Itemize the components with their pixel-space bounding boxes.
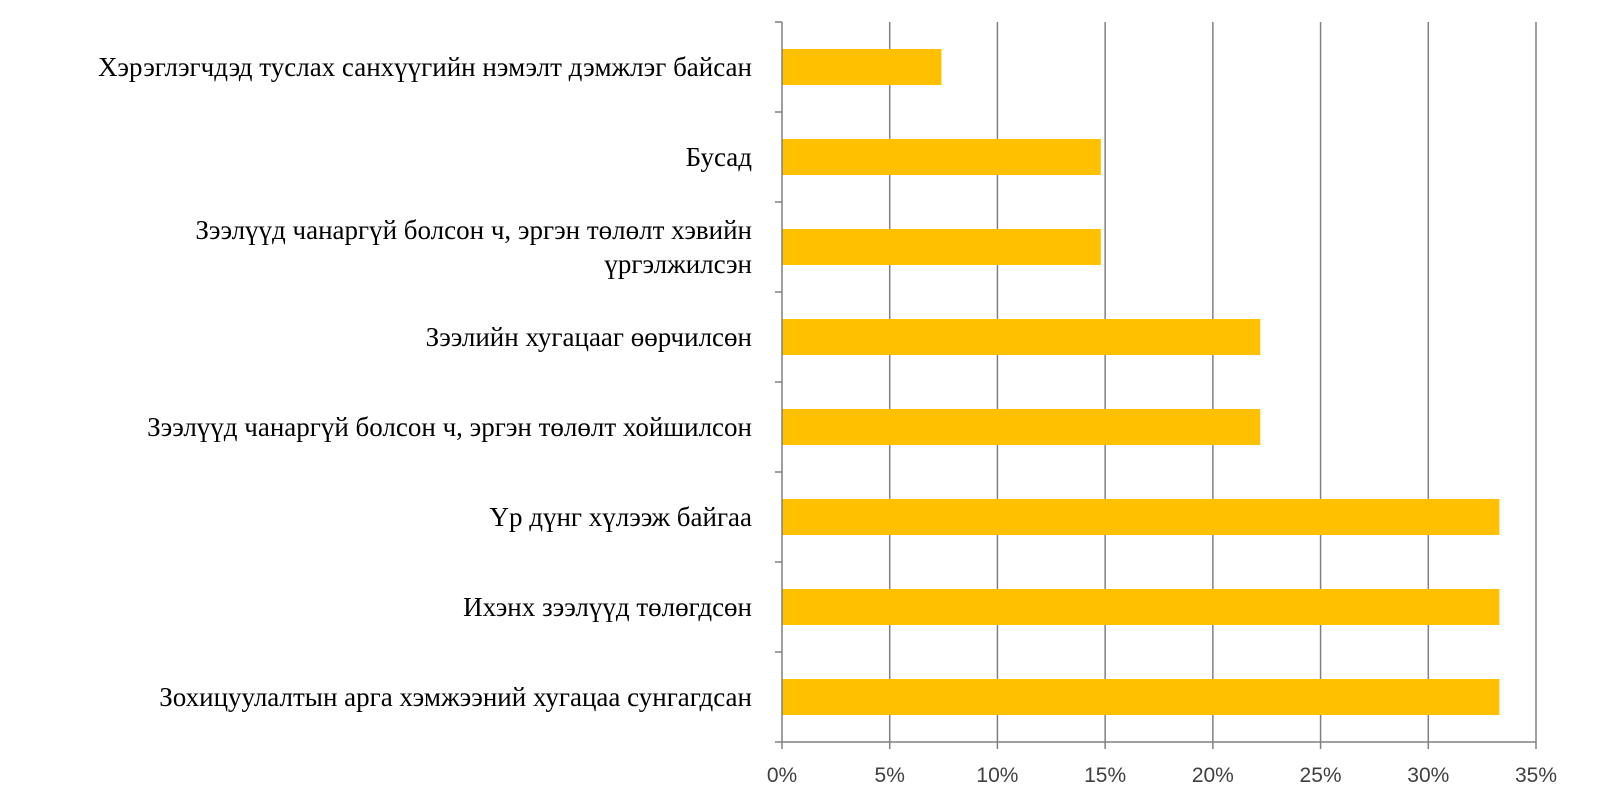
x-tick-label: 15% [1084, 764, 1126, 787]
category-label-line: Хэрэглэгчдэд туслах санхүүгийн нэмэлт дэ… [98, 52, 752, 82]
x-tick-label: 35% [1515, 764, 1557, 787]
x-tick-label: 5% [875, 764, 905, 787]
category-label-4: Зээлийн хугацааг өөрчилсөн [426, 322, 752, 352]
category-label-2: Бусад [686, 142, 753, 172]
x-tick-label: 30% [1407, 764, 1449, 787]
x-tick-label: 10% [976, 764, 1018, 787]
category-label-line: Бусад [686, 142, 753, 172]
x-tick-label: 25% [1300, 764, 1342, 787]
bar-2 [782, 139, 1101, 175]
bars [782, 49, 1500, 715]
bar-3 [782, 229, 1101, 265]
category-label-line: Үр дүнг хүлээж байгаа [489, 502, 752, 532]
category-label-1: Хэрэглэгчдэд туслах санхүүгийн нэмэлт дэ… [98, 52, 752, 82]
category-label-line: Зээлүүд чанаргүй болсон ч, эргэн төлөлт … [147, 412, 752, 442]
category-label-line: Зохицуулалтын арга хэмжээний хугацаа сун… [159, 682, 752, 712]
category-label-7: Ихэнх зээлүүд төлөгдсөн [463, 592, 752, 622]
bar-8 [782, 679, 1500, 715]
category-label-8: Зохицуулалтын арга хэмжээний хугацаа сун… [159, 682, 752, 712]
category-label-line: Ихэнх зээлүүд төлөгдсөн [463, 592, 752, 622]
x-tick-labels: 0% 5% 10% 15% 20% 25% 30% 35% [767, 764, 1557, 787]
bar-4 [782, 319, 1261, 355]
category-label-line: Зээлүүд чанаргүй болсон ч, эргэн төлөлт … [195, 215, 752, 245]
category-label-6: Үр дүнг хүлээж байгаа [489, 502, 752, 532]
x-tick-label: 0% [767, 764, 797, 787]
bar-6 [782, 499, 1500, 535]
grid-lines [888, 22, 1537, 742]
category-label-3: Зээлүүд чанаргүй болсон ч, эргэн төлөлт … [195, 215, 752, 279]
x-tick-label: 20% [1192, 764, 1234, 787]
category-label-line: Зээлийн хугацааг өөрчилсөн [426, 322, 752, 352]
bar-1 [782, 49, 942, 85]
bar-7 [782, 589, 1500, 625]
category-labels: Хэрэглэгчдэд туслах санхүүгийн нэмэлт дэ… [98, 52, 752, 712]
bar-5 [782, 409, 1261, 445]
axes [775, 21, 1537, 749]
category-label-line: үргэлжилсэн [604, 249, 752, 279]
category-label-5: Зээлүүд чанаргүй болсон ч, эргэн төлөлт … [147, 412, 752, 442]
